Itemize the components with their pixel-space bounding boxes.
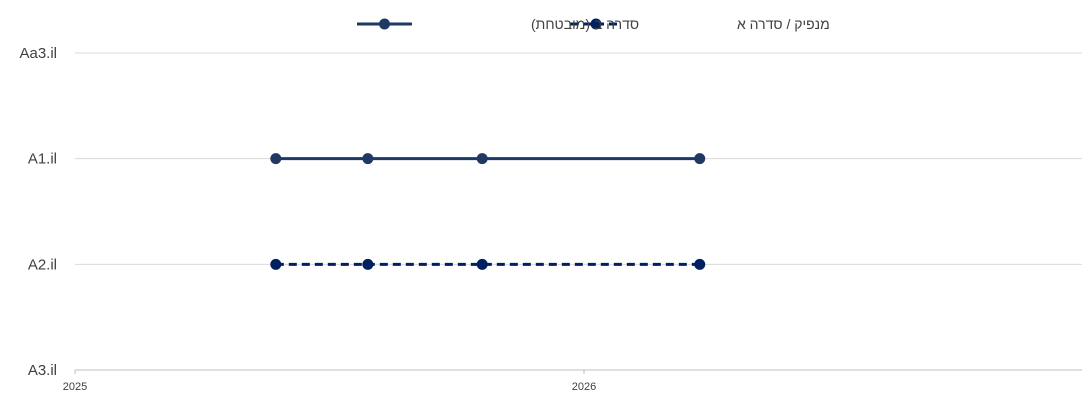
series-1 [270, 153, 706, 165]
legend-label: סדרה ב (מובטחת) [531, 16, 639, 32]
y-tick-label: Aa3.il [19, 45, 57, 62]
legend-marker [590, 18, 602, 30]
data-point [476, 153, 488, 165]
legend-item: סדרה ב (מובטחת) [357, 16, 639, 32]
legend-item: מנפיק / סדרה א [570, 16, 830, 32]
series-layer [270, 153, 706, 270]
data-point [476, 258, 488, 270]
legend-marker [379, 18, 390, 30]
y-tick-label: A2.il [28, 256, 57, 273]
series-2 [270, 258, 706, 270]
x-axis: 2025 2026 [63, 369, 1082, 393]
y-axis-ticks: A3.il A2.il A1.il Aa3.il [19, 45, 57, 379]
x-tick-label: 2025 [63, 381, 87, 393]
data-point [362, 258, 374, 270]
legend: מנפיק / סדרה א סדרה ב (מובטחת) [357, 16, 830, 32]
data-point [694, 258, 706, 270]
data-point [270, 153, 282, 165]
legend-label: מנפיק / סדרה א [737, 16, 830, 32]
y-tick-label: A3.il [28, 362, 57, 379]
x-tick-label: 2026 [572, 381, 596, 393]
data-point [270, 258, 282, 270]
data-point [362, 153, 374, 165]
data-point [694, 153, 706, 165]
y-tick-label: A1.il [28, 151, 57, 168]
